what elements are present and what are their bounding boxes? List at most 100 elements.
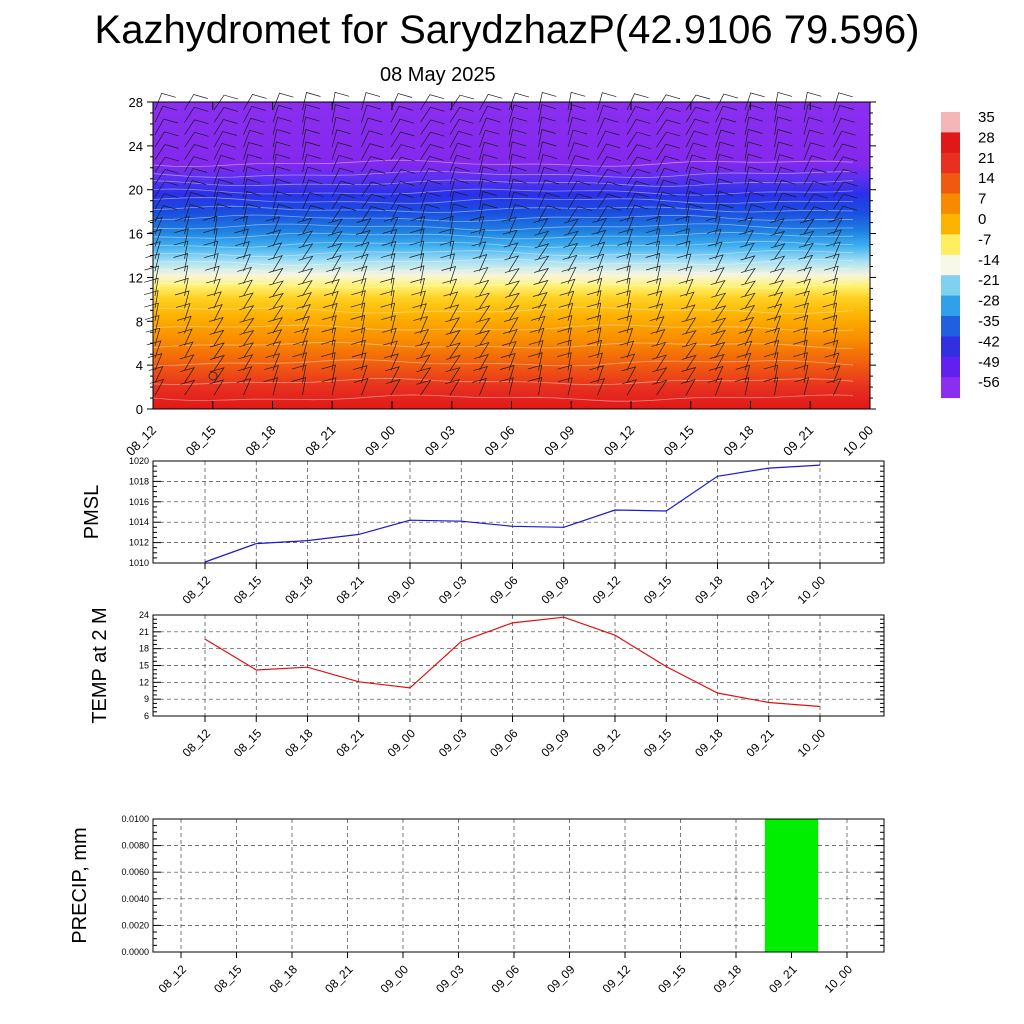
- wind-barb: [416, 367, 432, 383]
- wind-barb: [527, 377, 543, 396]
- wind-barb: [685, 178, 705, 197]
- y-tick-label: 6: [144, 711, 149, 721]
- wind-barb: [587, 277, 603, 297]
- wind-barb: [678, 278, 694, 297]
- wind-barb: [769, 267, 785, 284]
- wind-barb: [538, 179, 560, 197]
- wind-barb: [264, 365, 279, 383]
- wind-barb: [685, 191, 704, 210]
- wind-barb: [715, 93, 738, 111]
- wind-barb: [213, 191, 233, 210]
- wind-barb: [619, 216, 634, 235]
- x-tick-label: 09_18: [692, 573, 726, 607]
- wind-barb: [567, 116, 587, 135]
- wind-barb: [765, 327, 781, 346]
- wind-barb: [795, 290, 810, 309]
- heatmap-y-tick-label: 4: [136, 358, 143, 373]
- y-axis-label: TEMP at 2 M: [89, 607, 111, 723]
- wind-barb: [154, 131, 179, 148]
- wind-barb: [681, 354, 697, 371]
- wind-barb: [626, 168, 651, 185]
- wind-barb: [711, 329, 726, 346]
- wind-barb: [272, 116, 292, 135]
- wind-barb: [144, 290, 159, 309]
- wind-barb: [822, 302, 838, 321]
- wind-barb: [652, 379, 668, 396]
- wind-barb: [656, 106, 681, 123]
- wind-barb: [803, 104, 822, 123]
- wind-barb: [764, 339, 780, 359]
- wind-barb: [352, 365, 368, 383]
- x-tick-label: 08_21: [333, 573, 367, 607]
- wind-barb: [597, 156, 621, 173]
- wind-barb: [272, 153, 291, 173]
- wind-barb: [297, 280, 313, 297]
- heatmap-x-tick-label: 09_15: [661, 423, 697, 459]
- wind-barb: [213, 179, 233, 197]
- wind-barb: [184, 131, 209, 148]
- wind-barb: [439, 215, 454, 235]
- wind-barb: [508, 166, 527, 185]
- contour-line: [152, 223, 853, 231]
- wind-barb: [173, 240, 189, 259]
- wind-barb: [213, 94, 239, 111]
- wind-barb: [588, 265, 604, 284]
- heatmap-x-tick-label: 08_12: [123, 423, 159, 459]
- wind-barb: [502, 229, 518, 247]
- wind-barb: [209, 379, 225, 396]
- wind-barb: [268, 267, 284, 284]
- wind-barb: [503, 242, 519, 259]
- wind-barb: [499, 377, 514, 396]
- wind-barb: [597, 130, 620, 148]
- wind-barb: [508, 191, 528, 210]
- y-axis-label: PMSL: [81, 485, 103, 539]
- wind-barb: [449, 166, 470, 185]
- wind-barb: [321, 339, 336, 359]
- wind-barb: [508, 116, 528, 135]
- x-tick-label: 09_09: [544, 962, 578, 996]
- wind-barb: [563, 242, 579, 259]
- x-tick-label: 08_12: [156, 962, 190, 996]
- wind-barb: [711, 305, 727, 321]
- wind-barb: [618, 228, 633, 247]
- wind-barb: [179, 354, 195, 371]
- wind-barb: [567, 91, 586, 111]
- wind-barb: [414, 328, 430, 346]
- wind-barb: [268, 292, 284, 309]
- wind-barb: [538, 104, 556, 123]
- wind-barb: [409, 265, 425, 284]
- wind-barb: [504, 305, 520, 321]
- wind-barb: [479, 93, 503, 111]
- wind-barb: [390, 168, 415, 185]
- wind-barb: [744, 92, 765, 111]
- wind-barb: [709, 254, 724, 272]
- page-subtitle: 08 May 2025: [380, 64, 496, 86]
- wind-barb: [508, 178, 528, 197]
- wind-barb: [356, 217, 372, 235]
- wind-barb: [588, 352, 603, 371]
- wind-barb: [442, 278, 458, 297]
- wind-barb: [646, 277, 662, 297]
- wind-barb: [558, 377, 573, 396]
- wind-barb: [744, 104, 764, 123]
- wind-barb: [184, 204, 205, 222]
- wind-barb: [501, 352, 516, 371]
- wind-barb: [833, 92, 853, 111]
- wind-barb: [538, 91, 557, 111]
- y-tick-label: 1012: [129, 538, 149, 548]
- wind-barb: [534, 230, 550, 247]
- heatmap-panel: 0 4 8 12 16 20 24 28 08_12 08_15 08_18 08_21 09_00 0…: [123, 91, 876, 459]
- wind-barb: [597, 168, 622, 185]
- wind-barb: [439, 228, 454, 247]
- wind-barb: [685, 94, 711, 111]
- wind-barb: [744, 153, 763, 173]
- x-tick-label: 09_00: [378, 962, 412, 996]
- wind-barb: [268, 280, 284, 297]
- wind-barb: [710, 341, 726, 359]
- y-tick-label: 1010: [129, 558, 149, 568]
- wind-barb: [715, 153, 734, 173]
- colorbar-label: 7: [978, 191, 986, 208]
- wind-barb: [649, 316, 665, 334]
- precip-bar: [764, 819, 819, 952]
